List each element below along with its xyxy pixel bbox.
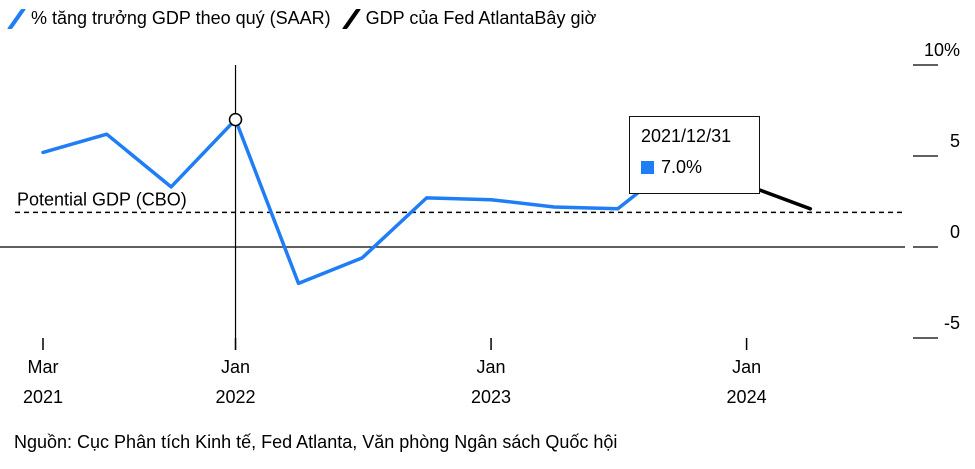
x-tick-label: Mar	[28, 357, 59, 377]
potential-gdp-label: Potential GDP (CBO)	[17, 189, 187, 209]
series-line-gdp-growth	[41, 117, 749, 286]
x-tick-label: Jan	[477, 357, 506, 377]
highlight-point	[228, 112, 243, 127]
y-tick-label: 5	[950, 131, 960, 151]
tooltip-date: 2021/12/31	[641, 126, 732, 146]
legend-item-gdp-growth: % tăng trưởng GDP theo quý (SAAR)	[6, 8, 331, 29]
x-tick-label: 2021	[23, 387, 63, 407]
x-tick-label: Jan	[732, 357, 761, 377]
source-note: Nguồn: Cục Phân tích Kinh tế, Fed Atlant…	[14, 432, 618, 452]
x-tick-label: 2022	[215, 387, 255, 407]
legend-label-atlanta-fed: GDP của Fed AtlantaBây giờ	[365, 8, 597, 28]
x-tick-label: 2023	[471, 387, 511, 407]
tooltip-value: 7.0%	[661, 157, 703, 177]
x-tick-label: 2024	[727, 387, 767, 407]
tooltip-swatch	[641, 161, 654, 174]
hover-tooltip: 2021/12/31 7.0%	[629, 116, 760, 194]
y-tick-label: -5	[944, 313, 960, 333]
tooltip-value-row: 7.0%	[641, 157, 702, 178]
chart-legend: % tăng trưởng GDP theo quý (SAAR) GDP củ…	[6, 8, 614, 29]
legend-item-atlanta-fed: GDP của Fed AtlantaBây giờ	[341, 8, 597, 29]
y-tick-label: 0	[950, 222, 960, 242]
x-tick-label: Jan	[221, 357, 250, 377]
legend-label-gdp-growth: % tăng trưởng GDP theo quý (SAAR)	[31, 8, 331, 28]
y-tick-label: 10%	[924, 40, 960, 60]
